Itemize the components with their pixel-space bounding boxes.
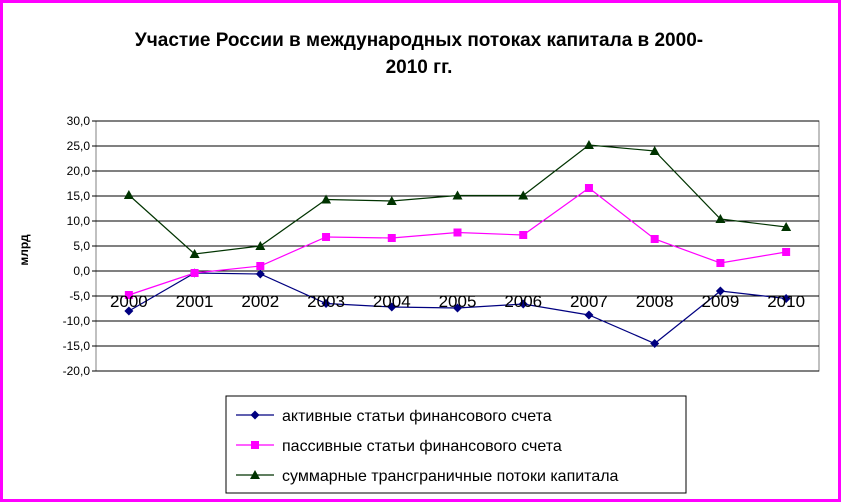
data-point xyxy=(649,146,660,155)
data-point xyxy=(781,222,792,231)
x-tick-label: 2009 xyxy=(701,292,739,311)
data-point xyxy=(321,194,332,204)
x-tick-label: 2007 xyxy=(570,292,608,311)
data-point xyxy=(123,190,134,199)
data-point xyxy=(255,241,266,250)
y-tick-label: -5,0 xyxy=(69,289,90,303)
gridlines xyxy=(92,120,819,372)
y-tick-label: -20,0 xyxy=(63,364,91,378)
data-point xyxy=(387,302,397,312)
data-point xyxy=(650,235,659,243)
x-tick-label: 2001 xyxy=(176,292,214,311)
data-point xyxy=(386,196,397,205)
y-tick-label: 25,0 xyxy=(67,139,91,153)
data-point xyxy=(453,303,462,313)
data-point xyxy=(781,294,791,303)
x-tick-label: 2008 xyxy=(636,292,674,311)
data-point xyxy=(251,441,259,449)
y-tick-label: 5,0 xyxy=(73,239,90,253)
legend-entry: пассивные статьи финансового счета xyxy=(236,438,562,455)
data-point xyxy=(387,234,396,242)
x-tick-label: 2000 xyxy=(110,292,148,311)
series-2 xyxy=(124,184,791,299)
y-tick-label: 15,0 xyxy=(67,189,91,203)
x-tick-label: 2002 xyxy=(241,292,279,311)
data-point xyxy=(584,184,593,192)
legend: активные статьи финансового счета пассивн… xyxy=(236,408,619,485)
data-point xyxy=(715,286,725,296)
x-tick-label: 2004 xyxy=(373,292,411,311)
data-point xyxy=(190,269,199,277)
data-point xyxy=(584,310,594,320)
legend-label: пассивные статьи финансового счета xyxy=(282,438,562,455)
data-point xyxy=(322,233,331,241)
y-tick-label: 10,0 xyxy=(67,214,91,228)
data-point xyxy=(583,140,594,149)
data-point xyxy=(782,248,791,256)
legend-label: суммарные трансграничные потоки капитала xyxy=(282,468,619,485)
x-tick-label: 2006 xyxy=(504,292,542,311)
chart-title-line-1: Участие России в международных потоках к… xyxy=(135,30,703,51)
y-axis-label: млрд xyxy=(17,234,31,266)
data-point xyxy=(255,269,265,279)
series-lines xyxy=(123,140,792,348)
y-tick-label: -15,0 xyxy=(63,339,91,353)
legend-box xyxy=(225,395,687,494)
y-tick-label: 30,0 xyxy=(67,114,91,128)
data-point xyxy=(715,214,726,223)
legend-entry: активные статьи финансового счета xyxy=(236,408,552,425)
data-point xyxy=(321,299,331,308)
chart-title-line-2: 2010 гг. xyxy=(386,57,453,78)
legend-entry: суммарные трансграничные потоки капитала xyxy=(236,468,619,485)
x-tick-labels: 2000 2001 2002 2003 2004 2005 2006 2007 2008 2009… xyxy=(110,292,805,311)
legend-label: активные статьи финансового счета xyxy=(282,408,552,425)
series-1 xyxy=(124,268,791,348)
data-point xyxy=(124,291,133,299)
data-point xyxy=(250,410,260,420)
x-tick-label: 2005 xyxy=(439,292,477,311)
data-point xyxy=(716,259,725,267)
data-point xyxy=(256,262,265,270)
y-tick-label: 20,0 xyxy=(67,164,91,178)
data-point xyxy=(453,228,462,237)
x-tick-label: 2010 xyxy=(767,292,805,311)
series-3 xyxy=(123,140,792,258)
y-tick-labels: 30,0 25,0 20,0 15,0 10,0 5,0 0,0 -5,0 -10,0 -15,0… xyxy=(63,114,91,378)
y-tick-label: 0,0 xyxy=(73,264,90,278)
data-point xyxy=(124,306,134,316)
data-point xyxy=(518,299,528,309)
data-point xyxy=(519,231,528,239)
data-point xyxy=(250,470,260,479)
y-tick-label: -10,0 xyxy=(63,314,91,328)
x-tick-label: 2003 xyxy=(307,292,345,311)
data-point xyxy=(452,190,463,200)
data-point xyxy=(518,190,529,200)
data-point xyxy=(650,339,660,348)
data-point xyxy=(189,249,200,258)
